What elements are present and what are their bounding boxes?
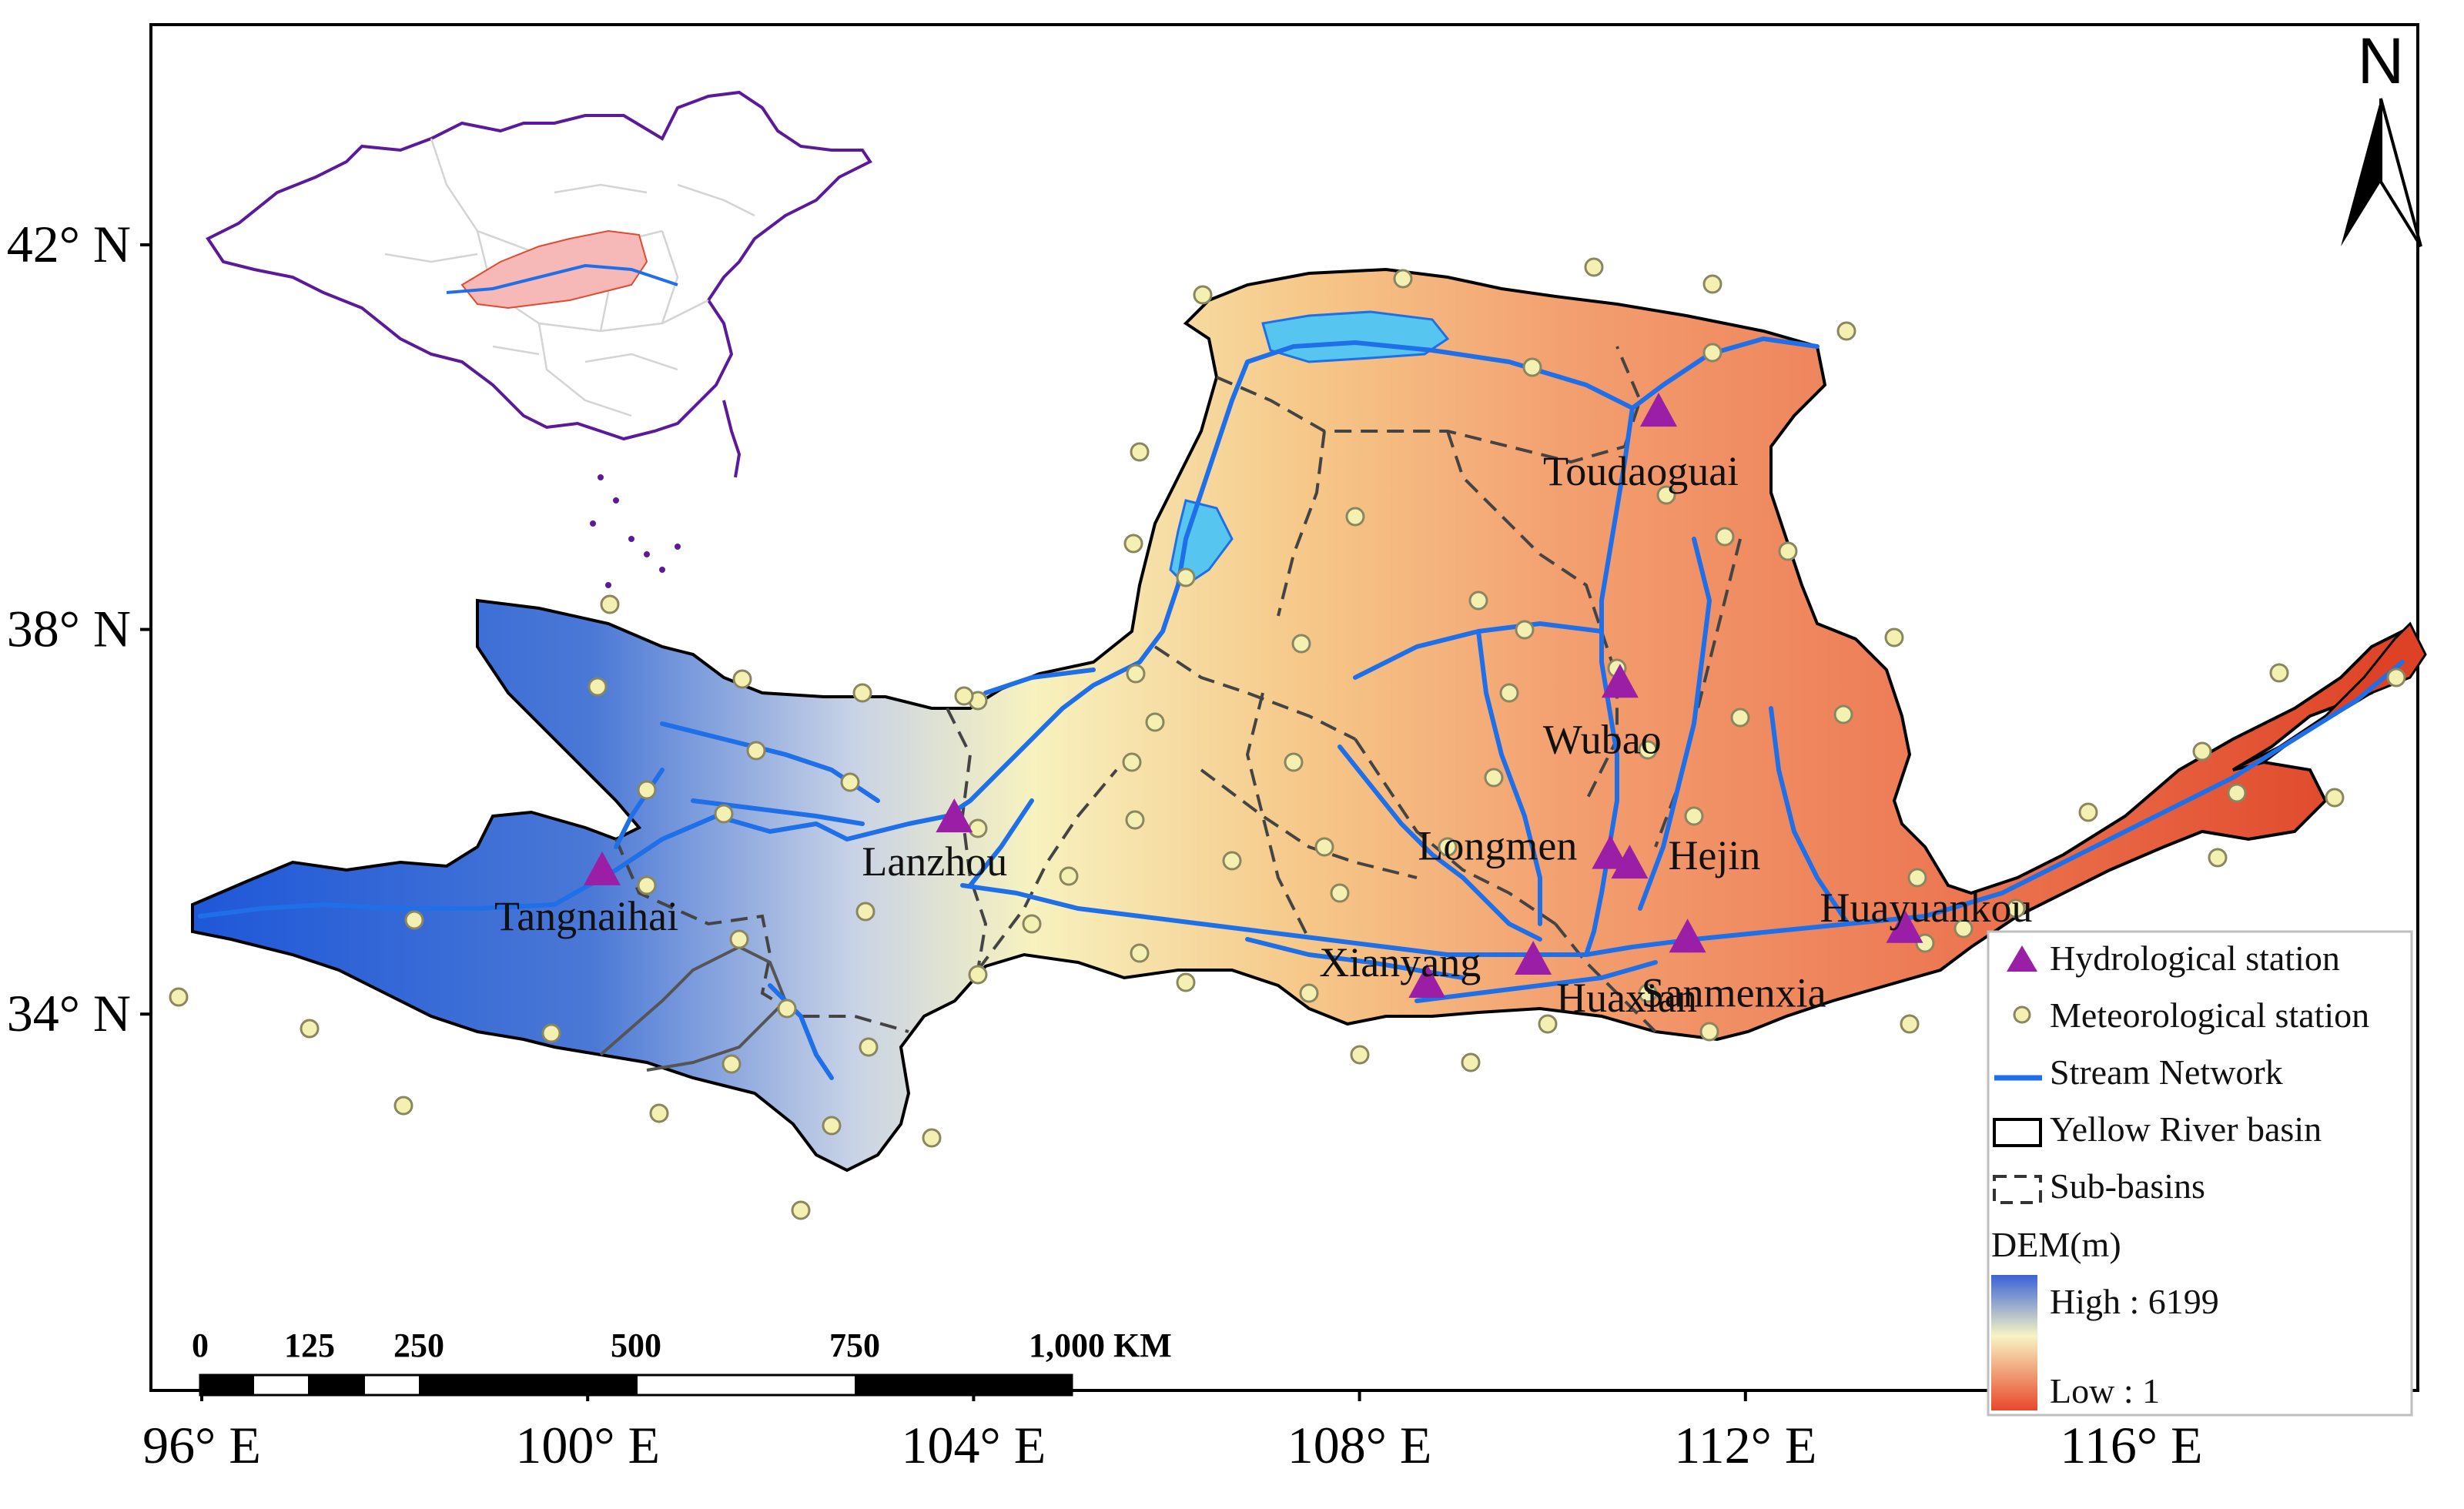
inset-china-map bbox=[206, 90, 872, 588]
x-tick-label: 112° E bbox=[1674, 1416, 1816, 1474]
legend-box bbox=[1987, 930, 2413, 1417]
station-label-xianyang: Xianyang bbox=[1319, 939, 1481, 985]
lake-west bbox=[1169, 499, 1234, 587]
y-tick-label: 42° N bbox=[7, 215, 131, 273]
dem-color-ramp bbox=[1991, 1275, 2037, 1410]
legend-meteorological-station: Meteorological station bbox=[2050, 995, 2369, 1035]
meteorological-stations bbox=[169, 257, 2406, 1220]
station-label-huaxian: Huaxian bbox=[1556, 975, 1697, 1021]
scale-label-1000: 1,000 KM bbox=[1029, 1327, 1172, 1364]
legend-stream-network: Stream Network bbox=[2050, 1052, 2283, 1092]
scale-label-750: 750 bbox=[829, 1327, 880, 1364]
hydrological-stations: Tangnaihai Lanzhou Toudaoguai Wubao Longmen H… bbox=[494, 393, 2032, 1021]
station-label-toudaoguai: Toudaoguai bbox=[1543, 448, 1739, 494]
x-tick-label: 116° E bbox=[2060, 1416, 2202, 1474]
station-label-longmen: Longmen bbox=[1418, 823, 1577, 869]
hydrological-station-marker bbox=[1592, 835, 1629, 869]
scale-label-500: 500 bbox=[611, 1327, 661, 1364]
x-tick-label: 96° E bbox=[142, 1416, 261, 1474]
station-label-sanmenxia: Sanmenxia bbox=[1642, 969, 1826, 1015]
hydrological-station-marker bbox=[1640, 393, 1678, 427]
station-label-lanzhou: Lanzhou bbox=[862, 838, 1007, 885]
scale-label-125: 125 bbox=[284, 1327, 335, 1364]
hydrological-station-marker bbox=[583, 851, 621, 885]
scale-bar: 0 125 250 500 750 1,000 KM bbox=[192, 1327, 1172, 1397]
dashed-box-icon bbox=[1993, 1175, 2042, 1204]
legend-dem-low: Low : 1 bbox=[2050, 1371, 2160, 1410]
purple-triangle-icon bbox=[2007, 945, 2037, 972]
x-axis-ticks: 96° E 100° E 104° E 108° E 112° E 116° E bbox=[142, 1390, 2203, 1474]
hydrological-station-marker bbox=[1515, 941, 1552, 975]
legend-hydrological-station: Hydrological station bbox=[2050, 939, 2340, 978]
x-tick-label: 108° E bbox=[1287, 1416, 1432, 1474]
hydrological-station-marker bbox=[936, 798, 973, 833]
hydrological-station-marker bbox=[1886, 908, 1923, 943]
inset-river bbox=[446, 263, 678, 294]
station-label-hejin: Hejin bbox=[1668, 832, 1760, 878]
scale-label-0: 0 bbox=[192, 1327, 209, 1364]
lake-north bbox=[1261, 310, 1450, 363]
black-box-icon bbox=[1993, 1118, 2042, 1147]
station-label-huayuankou: Huayuankou bbox=[1820, 885, 2033, 931]
legend: Hydrological station Meteorological stat… bbox=[1987, 930, 2413, 1417]
y-tick-label: 38° N bbox=[7, 600, 131, 658]
north-arrow-icon bbox=[2341, 99, 2381, 246]
legend-sub-basins: Sub-basins bbox=[2050, 1166, 2205, 1206]
hydrological-station-marker bbox=[1408, 963, 1446, 998]
north-arrow-label: N bbox=[2358, 25, 2405, 97]
hydrological-station-marker bbox=[1601, 664, 1639, 698]
yellow-dot-icon bbox=[2013, 1005, 2031, 1024]
tangnaihai-subbasin bbox=[599, 945, 788, 1072]
legend-dem-title: DEM(m) bbox=[1991, 1225, 2121, 1264]
station-label-wubao: Wubao bbox=[1543, 716, 1662, 762]
north-arrow: N bbox=[2341, 25, 2422, 248]
y-axis-ticks: 42° N 38° N 34° N bbox=[7, 215, 151, 1042]
station-label-tangnaihai: Tangnaihai bbox=[494, 893, 678, 939]
scale-label-250: 250 bbox=[393, 1327, 444, 1364]
hydrological-station-marker bbox=[1611, 845, 1649, 879]
hydrological-station-marker bbox=[1669, 918, 1706, 953]
legend-yellow-river-basin: Yellow River basin bbox=[2050, 1109, 2322, 1149]
x-tick-label: 104° E bbox=[902, 1416, 1046, 1474]
x-tick-label: 100° E bbox=[515, 1416, 660, 1474]
y-tick-label: 34° N bbox=[7, 984, 131, 1042]
legend-dem-high: High : 6199 bbox=[2050, 1282, 2219, 1321]
